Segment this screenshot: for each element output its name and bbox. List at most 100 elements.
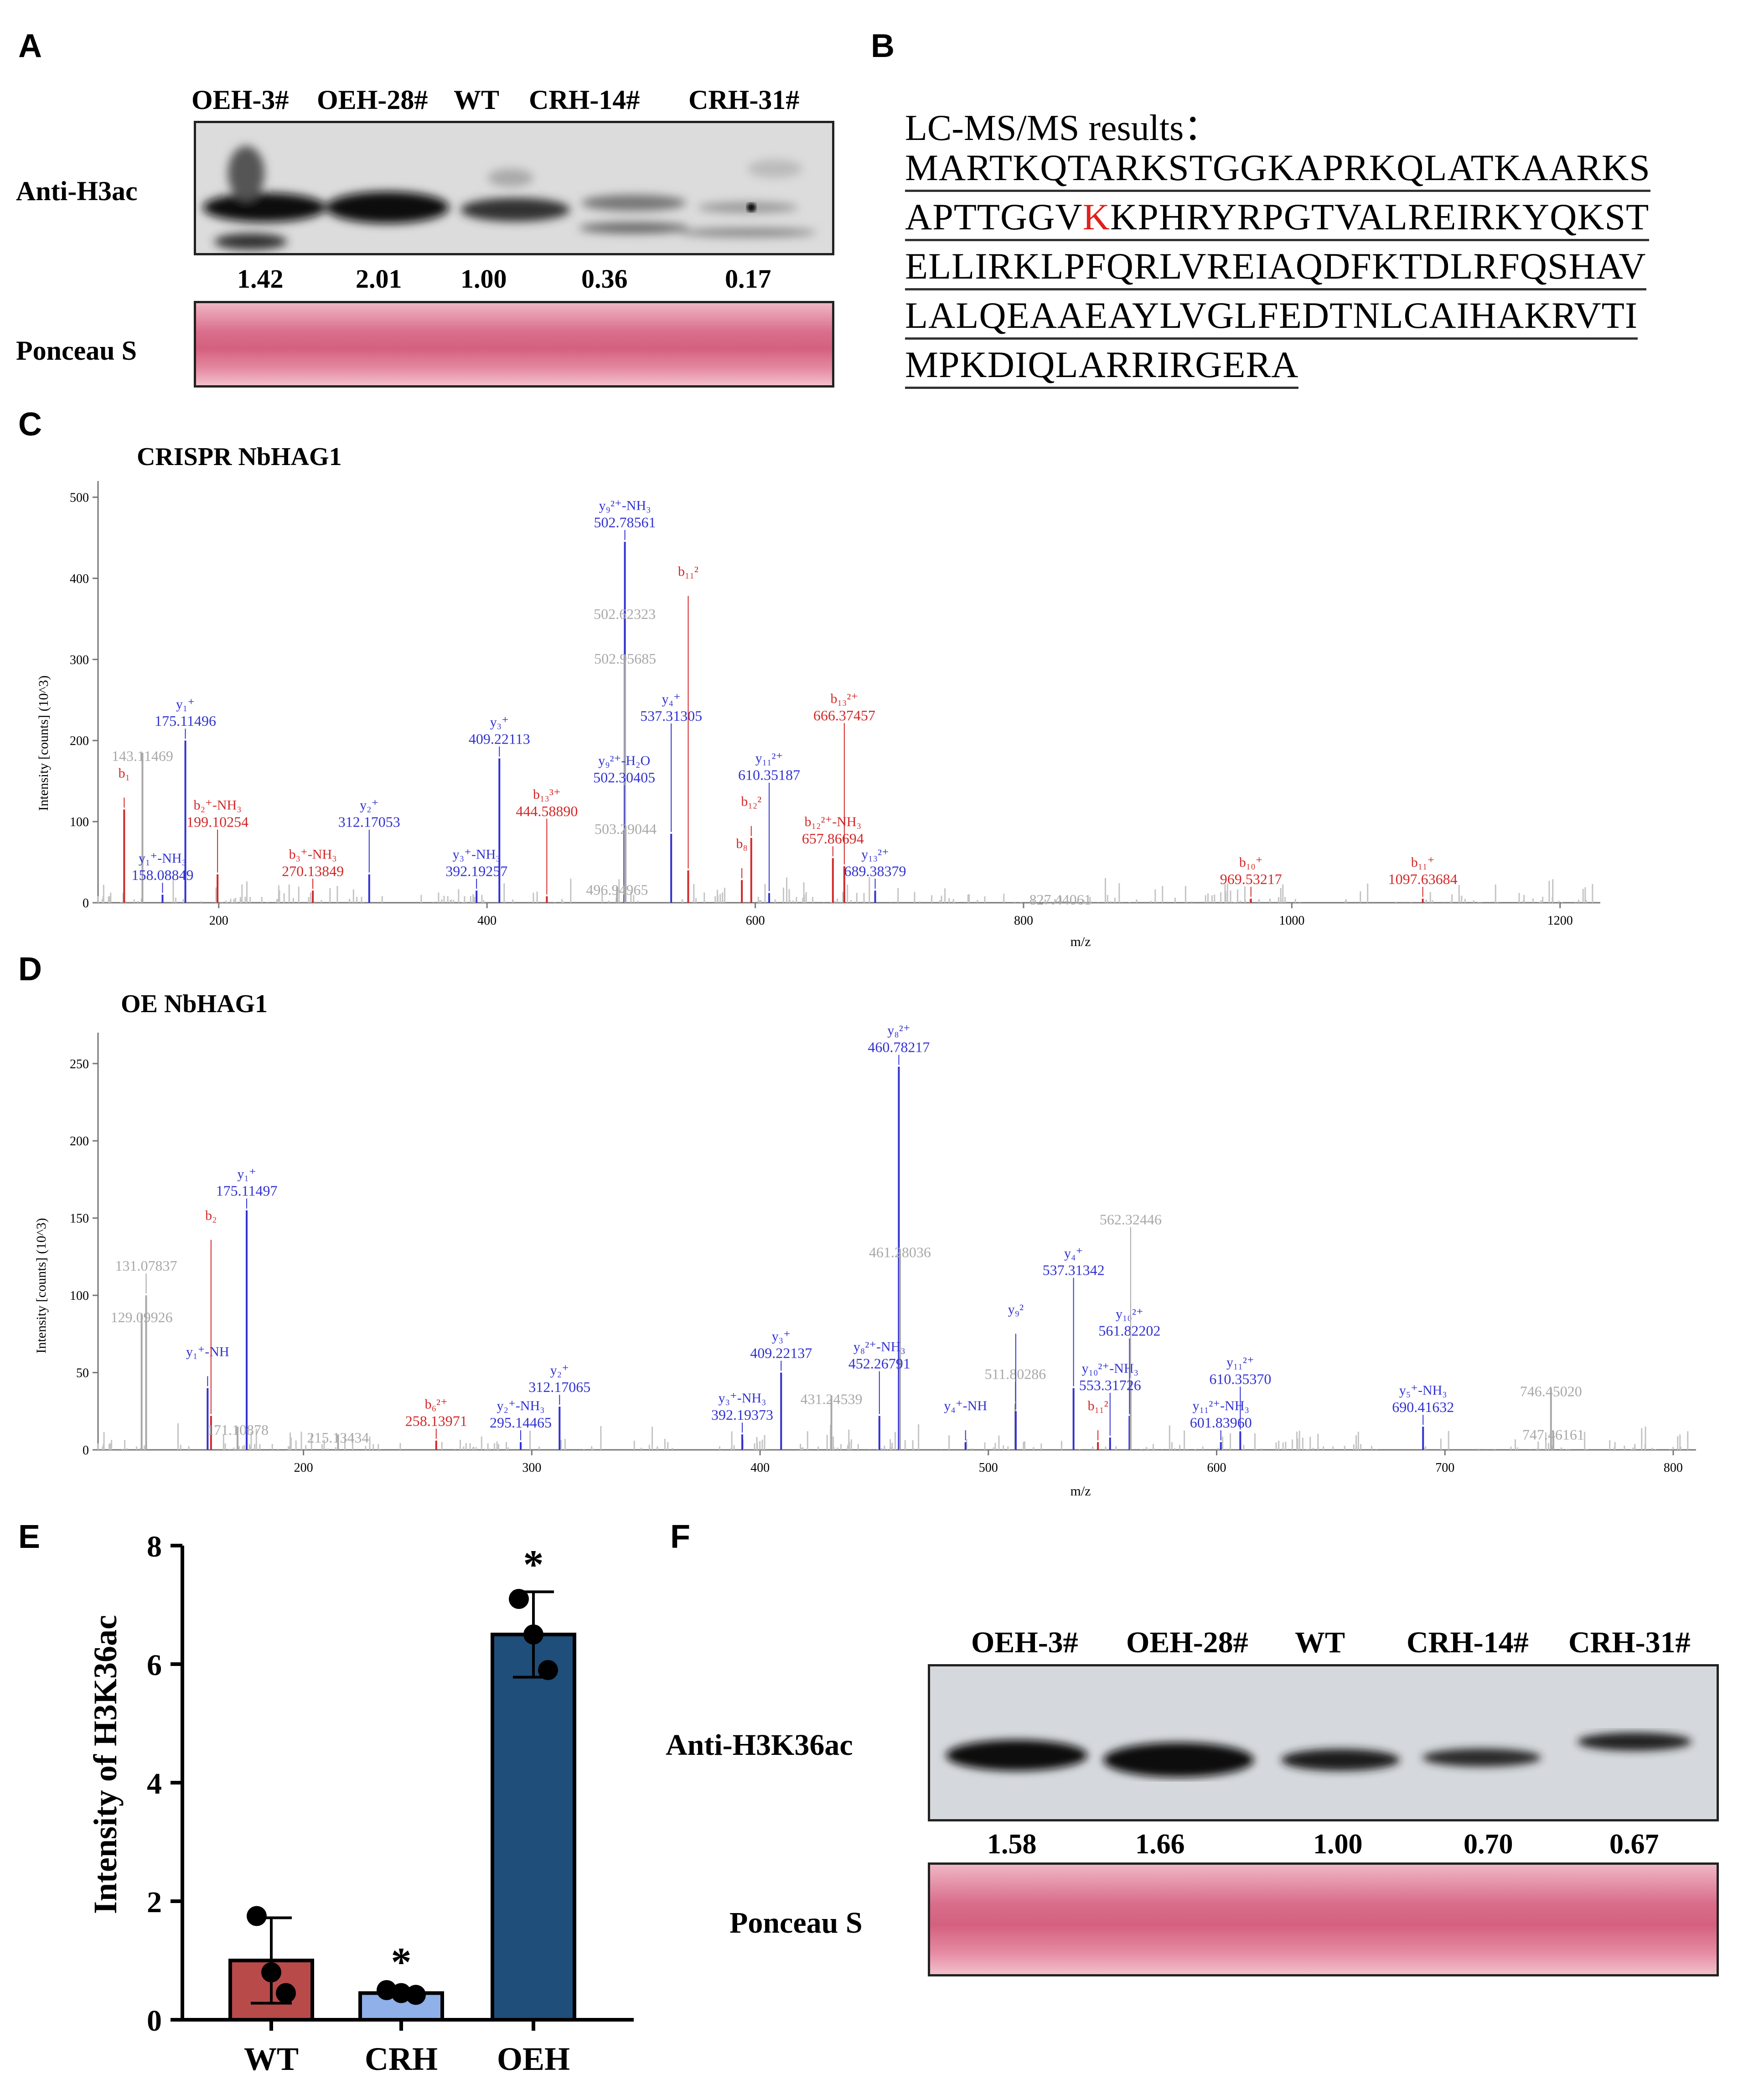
- chart-title: OE NbHAG1: [121, 990, 268, 1018]
- peak-mz-label: 689.38379: [844, 863, 906, 879]
- peak-mz-label: 537.31342: [1043, 1262, 1105, 1278]
- x-tick-label: 600: [1207, 1461, 1226, 1475]
- peak-mz-label: 129.09926: [111, 1309, 173, 1325]
- x-tick-label: 800: [1664, 1461, 1683, 1475]
- bar: [491, 1633, 576, 2022]
- peak-mz-label: 392.19257: [445, 863, 507, 879]
- spectrum-chart-d: OE NbHAG1 Intensity [counts] (10^3) m/z …: [34, 990, 1696, 1499]
- bar-chart-e: Intensity of H3K36ac 0 2 4 6 8 WT * CRH * OEH: [87, 1530, 634, 2077]
- lane-label: OEH-28#: [317, 85, 428, 115]
- peak-mz-label: 131.07837: [115, 1257, 177, 1274]
- lane-label: OEH-3#: [971, 1626, 1078, 1659]
- peak-ion-label: y₉²: [1008, 1302, 1024, 1317]
- band-intensity: 0.67: [1609, 1829, 1659, 1860]
- peak-ion-label: b₁₃³⁺: [533, 787, 561, 802]
- peak-mz-label: 215.13434: [307, 1429, 369, 1446]
- y-tick-label: 150: [70, 1212, 89, 1226]
- peak-mz-label: 199.10254: [186, 814, 248, 830]
- peak-ion-label: b₁₂²⁺-NH₃: [805, 814, 862, 829]
- y-tick-label: 0: [83, 1443, 89, 1458]
- y-tick-label: 100: [70, 815, 89, 829]
- x-axis-label: m/z: [1071, 934, 1091, 949]
- peak-mz-label: 1097.63684: [1388, 871, 1458, 887]
- significance-marker: *: [391, 1940, 412, 1985]
- data-point: [276, 1983, 296, 2003]
- y-tick-label: 100: [70, 1289, 89, 1303]
- band-intensity: 1.00: [1313, 1829, 1363, 1860]
- peak-mz-label: 171.10878: [207, 1422, 269, 1438]
- y-tick-label: 300: [70, 653, 89, 667]
- lane-label: CRH-14#: [529, 85, 640, 115]
- peak-ion-label: y₂⁺-NH₃: [497, 1398, 545, 1413]
- x-tick-label: 300: [522, 1461, 541, 1475]
- peak-mz-label: 460.78217: [868, 1039, 930, 1055]
- peak-ion-label: y₃⁺: [772, 1329, 791, 1344]
- peak-ion-label: b₂⁺-NH₃: [194, 798, 242, 813]
- x-tick-label: 400: [477, 914, 497, 928]
- peak-mz-label: 537.31305: [640, 708, 702, 724]
- y-tick-label: 200: [70, 1134, 89, 1148]
- x-axis-label: m/z: [1071, 1484, 1091, 1499]
- x-tick-label: 700: [1435, 1461, 1454, 1475]
- data-point: [509, 1589, 529, 1609]
- ponceau-stain-image: [928, 1862, 1719, 1976]
- peak-ion-label: b₂: [205, 1208, 217, 1223]
- y-tick-label: 200: [70, 734, 89, 748]
- y-tick-label: 0: [147, 2004, 162, 2038]
- data-point: [391, 1983, 411, 2003]
- peak-mz-label: 312.17065: [528, 1379, 590, 1395]
- band-intensity: 1.00: [460, 264, 507, 294]
- peak-mz-label: 657.86694: [802, 830, 864, 847]
- y-axis-label: Intensity of H3K36ac: [87, 1615, 124, 1914]
- y-tick-label: 400: [70, 572, 89, 586]
- peak-mz-label: 601.83960: [1190, 1414, 1252, 1431]
- panel-label-c: C: [18, 406, 42, 443]
- peak-ion-label: y₈²⁺-NH₃: [853, 1339, 905, 1354]
- peak-mz-label: 747.46161: [1522, 1426, 1584, 1443]
- band-intensity: 1.66: [1135, 1829, 1185, 1860]
- peak-mz-label: 175.11497: [216, 1183, 278, 1199]
- x-tick-label: 400: [750, 1461, 770, 1475]
- y-tick-label: 6: [147, 1649, 162, 1682]
- band-intensity: 0.17: [725, 264, 771, 294]
- peak-ion-label: b₁₃²⁺: [830, 691, 858, 706]
- peak-ion-label: y₁⁺-NH₃: [139, 851, 186, 866]
- y-tick-label: 8: [147, 1530, 162, 1563]
- x-tick-label: 1200: [1547, 914, 1573, 928]
- x-tick-label: OEH: [497, 2041, 570, 2077]
- data-point: [261, 1962, 281, 1982]
- peak-ion-label: y₁₁²⁺: [1226, 1355, 1254, 1370]
- peak-mz-label: 553.31726: [1079, 1377, 1141, 1393]
- x-tick-label: 500: [979, 1461, 998, 1475]
- band-intensity: 2.01: [356, 264, 402, 294]
- peak-ion-label: y₂⁺: [360, 798, 378, 813]
- ponceau-label: Ponceau S: [729, 1906, 863, 1940]
- y-tick-label: 4: [147, 1767, 162, 1800]
- peak-mz-label: 143.11469: [112, 748, 173, 764]
- y-axis-label: Intensity [counts] (10^3): [36, 675, 51, 811]
- panel-label-f: F: [670, 1519, 690, 1555]
- peak-ion-label: y₅⁺-NH₃: [1399, 1383, 1447, 1398]
- peak-ion-label: y₂⁺: [550, 1363, 569, 1378]
- peak-ion-label: y₁₃²⁺: [861, 847, 889, 862]
- sequence-title: LC-MS/MS results：: [905, 108, 1221, 148]
- peak-mz-label: 409.22137: [750, 1345, 812, 1361]
- peak-ion-label: y₃⁺-NH₃: [718, 1391, 766, 1406]
- peak-mz-label: 502.62323: [594, 606, 656, 622]
- x-tick-label: 200: [209, 914, 228, 928]
- lane-label: CRH-14#: [1407, 1626, 1529, 1659]
- antibody-label: Anti-H3K36ac: [666, 1728, 853, 1762]
- peak-ion-label: y₁₀²⁺-NH₃: [1081, 1361, 1138, 1376]
- western-blot-image: [928, 1664, 1719, 1821]
- band-intensity: 0.70: [1464, 1829, 1513, 1860]
- y-tick-label: 250: [70, 1057, 89, 1071]
- peak-ion-label: b₁₁⁺: [1411, 855, 1435, 870]
- lane-label: OEH-28#: [1126, 1626, 1248, 1659]
- x-tick-label: CRH: [365, 2041, 438, 2077]
- peak-mz-label: 503.29044: [595, 821, 657, 837]
- lane-label: WT: [454, 85, 500, 115]
- panel-label-d: D: [18, 951, 42, 988]
- y-tick-label: 2: [147, 1886, 162, 1919]
- chart-title: CRISPR NbHAG1: [137, 443, 342, 471]
- x-tick-label: WT: [244, 2041, 299, 2077]
